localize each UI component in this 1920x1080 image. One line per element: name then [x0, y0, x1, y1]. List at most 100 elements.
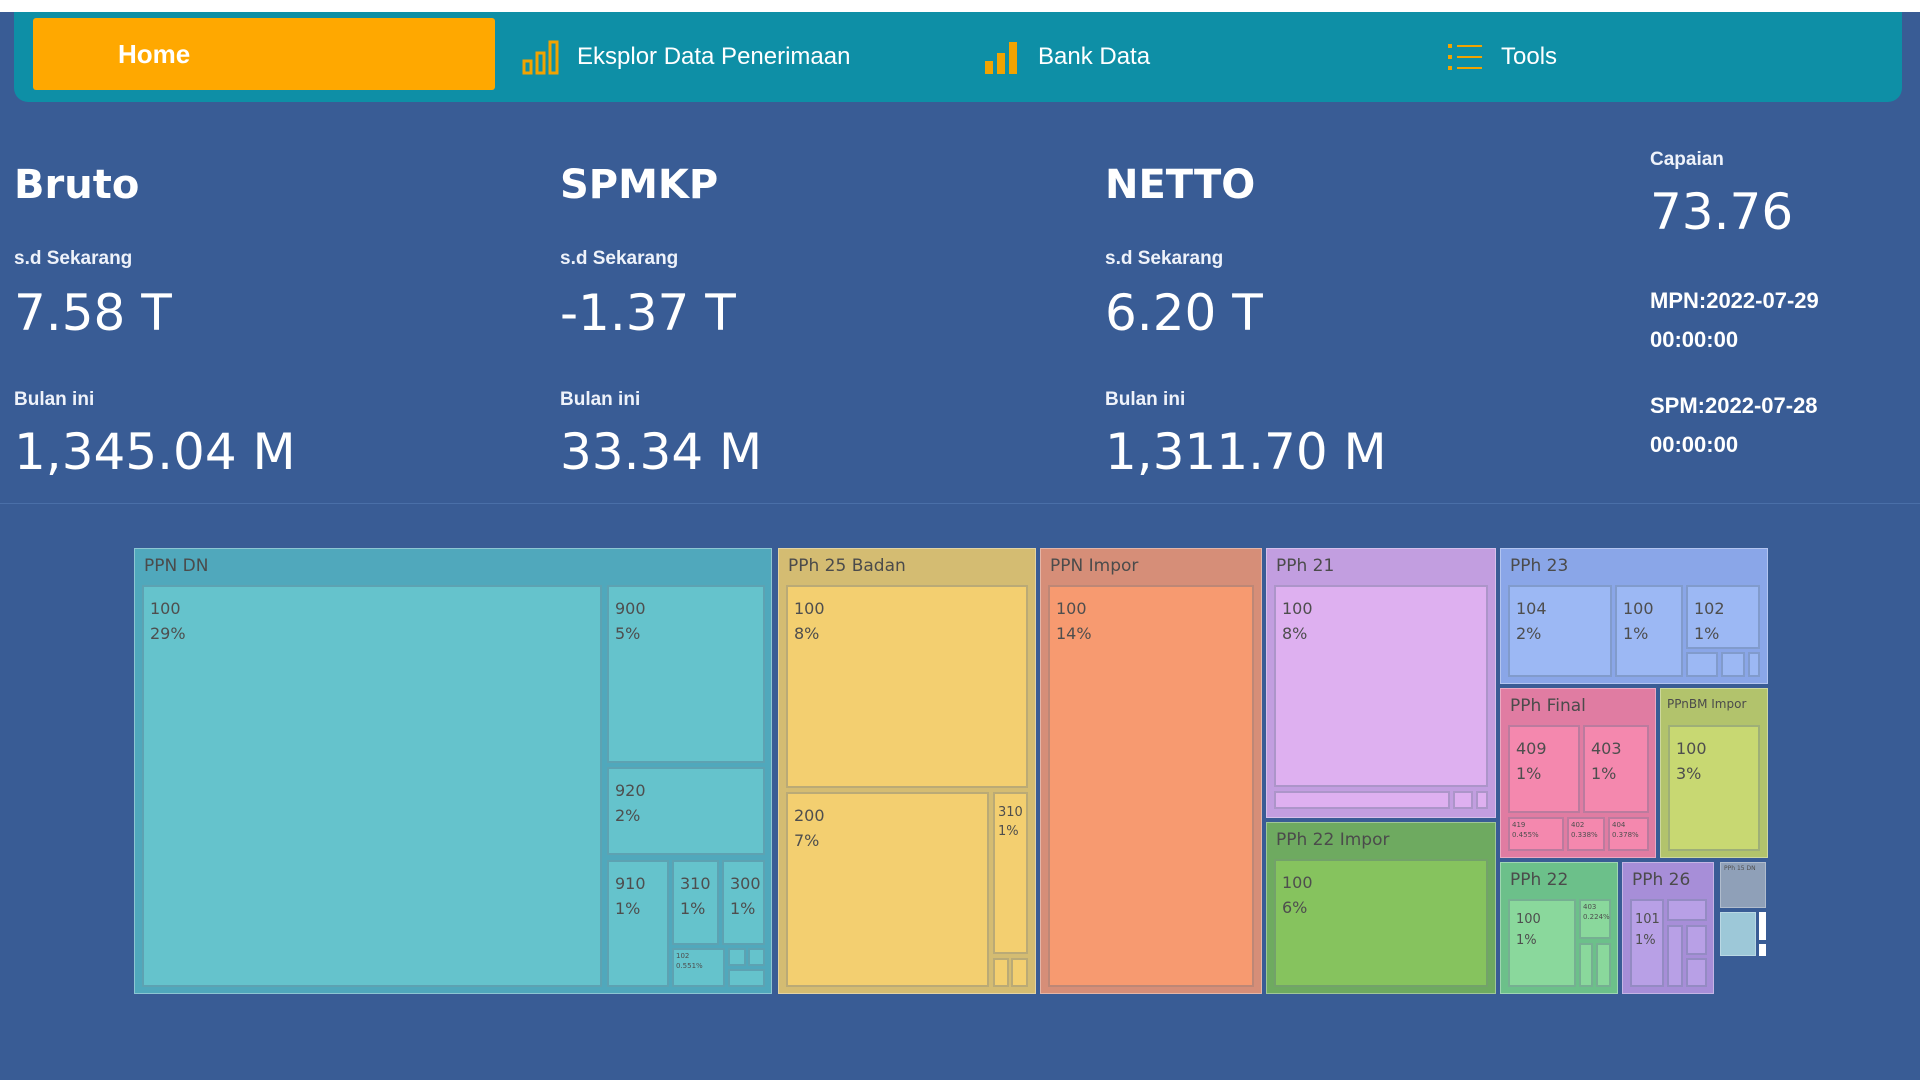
treemap-tile[interactable]: 102 1%	[1686, 585, 1760, 649]
tile-pct: 0.455%	[1512, 831, 1539, 839]
tile-code: 100	[1056, 599, 1087, 618]
tile-code: 300	[730, 874, 761, 893]
treemap-group-pph25-badan[interactable]: PPh 25 Badan 100 8% 200 7% 310 1%	[778, 548, 1036, 994]
group-title: PPh 22	[1510, 870, 1569, 890]
treemap-tile[interactable]: 300 1%	[722, 860, 765, 945]
treemap-group-pph22-impor[interactable]: PPh 22 Impor 100 6%	[1266, 822, 1496, 994]
treemap-tile[interactable]: 920 2%	[607, 767, 765, 855]
treemap-tile[interactable]: 100 14%	[1048, 585, 1254, 987]
tile-pct: 1%	[1516, 933, 1537, 948]
treemap-group-pph21[interactable]: PPh 21 100 8%	[1266, 548, 1496, 818]
treemap-tile-small[interactable]	[1759, 912, 1766, 940]
treemap-tile-small[interactable]	[1579, 943, 1593, 987]
tile-pct: 1%	[730, 899, 756, 918]
treemap-tile-small[interactable]	[728, 948, 746, 966]
treemap-tile-small[interactable]	[993, 958, 1009, 987]
tile-code: 403	[1583, 903, 1597, 911]
tile-code: 102	[676, 952, 690, 960]
treemap-tile-small[interactable]	[1686, 925, 1707, 955]
tile-pct: 6%	[1282, 898, 1308, 917]
treemap-tile-small[interactable]	[1686, 958, 1707, 987]
treemap-tile[interactable]: 100 8%	[1274, 585, 1488, 787]
treemap-group-pph22[interactable]: PPh 22 100 1% 403 0.224%	[1500, 862, 1618, 994]
group-title: PPh 25 Badan	[788, 556, 906, 576]
treemap-tile[interactable]: 100 1%	[1508, 899, 1576, 987]
tile-pct: 3%	[1676, 764, 1702, 783]
treemap-tile[interactable]: 100 6%	[1274, 859, 1488, 987]
treemap-group-pph23[interactable]: PPh 23 104 2% 100 1% 102 1%	[1500, 548, 1768, 684]
nav-eksplor-data[interactable]: Eksplor Data Penerimaan	[521, 12, 850, 102]
tile-pct: 29%	[150, 624, 186, 643]
tile-code: 100	[1676, 739, 1707, 758]
tile-pct: 1%	[1516, 764, 1542, 783]
treemap-tile-small[interactable]	[1667, 899, 1707, 921]
netto-month-value: 1,311.70 M	[1105, 423, 1387, 481]
treemap-tile-small[interactable]	[1011, 958, 1028, 987]
treemap-tile[interactable]: 419 0.455%	[1508, 817, 1564, 851]
treemap-tile-small[interactable]	[1274, 791, 1450, 809]
treemap-tile[interactable]: 100 3%	[1668, 725, 1760, 851]
tile-pct: 1%	[680, 899, 706, 918]
treemap-group-small[interactable]: PPh 15 DN	[1718, 862, 1768, 994]
treemap-group-ppnbm-impor[interactable]: PPnBM Impor 100 3%	[1660, 688, 1768, 858]
tile-pct: 1%	[1623, 624, 1649, 643]
treemap-tile-small[interactable]	[748, 948, 765, 966]
tile-pct: 1%	[1694, 624, 1720, 643]
treemap-tile[interactable]: 101 1%	[1630, 899, 1664, 987]
netto-sd-label: s.d Sekarang	[1105, 248, 1224, 269]
treemap-tile-small[interactable]	[1748, 652, 1760, 677]
treemap-tile[interactable]: 310 1%	[672, 860, 719, 945]
treemap-tile-small[interactable]	[1453, 791, 1473, 809]
treemap-tile-small[interactable]	[1667, 925, 1683, 987]
treemap-tile[interactable]: 310 1%	[993, 792, 1028, 954]
bruto-month-value: 1,345.04 M	[14, 423, 296, 481]
treemap-tile-small[interactable]	[728, 969, 765, 987]
tile-pct: 0.378%	[1612, 831, 1639, 839]
treemap-tile[interactable]: 402 0.338%	[1567, 817, 1605, 851]
group-title: PPh 22 Impor	[1276, 830, 1390, 850]
treemap-tile[interactable]: 404 0.378%	[1608, 817, 1649, 851]
nav-bank-data[interactable]: Bank Data	[982, 12, 1150, 102]
treemap-group-pph-final[interactable]: PPh Final 409 1% 403 1% 419 0.455% 402 0…	[1500, 688, 1656, 858]
spmkp-month-value: 33.34 M	[560, 423, 763, 481]
treemap-tile-small[interactable]	[1759, 944, 1766, 956]
treemap-group-ppn-impor[interactable]: PPN Impor 100 14%	[1040, 548, 1262, 994]
treemap-tile[interactable]: 900 5%	[607, 585, 765, 763]
treemap-tile-small[interactable]	[1476, 791, 1488, 809]
bruto-month-label: Bulan ini	[14, 389, 95, 410]
treemap-tile-small[interactable]	[1596, 943, 1611, 987]
treemap-tile[interactable]: 409 1%	[1508, 725, 1580, 813]
netto-sd-value: 6.20 T	[1105, 284, 1263, 342]
treemap-tile[interactable]: 403 1%	[1583, 725, 1649, 813]
treemap-tile-small[interactable]	[1720, 912, 1756, 956]
tile-pct: 1%	[615, 899, 641, 918]
treemap-tile[interactable]: 200 7%	[786, 792, 989, 987]
treemap-tile[interactable]: 104 2%	[1508, 585, 1612, 677]
treemap-tile-small[interactable]: PPh 15 DN	[1720, 862, 1766, 908]
treemap-tile[interactable]: 102 0.551%	[672, 948, 725, 987]
bruto-sd-value: 7.58 T	[14, 284, 172, 342]
top-strip	[0, 0, 1920, 12]
treemap-tile[interactable]: 100 29%	[142, 585, 602, 987]
nav-tools[interactable]: Tools	[1445, 12, 1557, 102]
treemap-tile[interactable]: 910 1%	[607, 860, 669, 987]
treemap: PPN DN 100 29% 900 5% 920 2% 910 1% 310 …	[134, 548, 1768, 994]
treemap-tile[interactable]: 100 8%	[786, 585, 1028, 788]
group-title: PPh 21	[1276, 556, 1335, 576]
tile-pct: 5%	[615, 624, 641, 643]
tile-code: 100	[150, 599, 181, 618]
tile-code: 100	[1282, 599, 1313, 618]
treemap-group-ppn-dn[interactable]: PPN DN 100 29% 900 5% 920 2% 910 1% 310 …	[134, 548, 772, 994]
tile-pct: 0.551%	[676, 962, 703, 970]
treemap-tile[interactable]: 403 0.224%	[1579, 899, 1611, 939]
treemap-tile-small[interactable]	[1721, 652, 1745, 677]
tile-code: 920	[615, 781, 646, 800]
section-divider	[0, 503, 1920, 504]
capaian-value: 73.76	[1650, 183, 1794, 241]
group-title: PPh 26	[1632, 870, 1691, 890]
treemap-tile[interactable]: 100 1%	[1615, 585, 1683, 677]
treemap-group-pph26[interactable]: PPh 26 101 1%	[1622, 862, 1714, 994]
treemap-tile-small[interactable]	[1686, 652, 1718, 677]
bruto-sd-label: s.d Sekarang	[14, 248, 133, 269]
nav-home-button[interactable]: Home	[33, 18, 495, 90]
